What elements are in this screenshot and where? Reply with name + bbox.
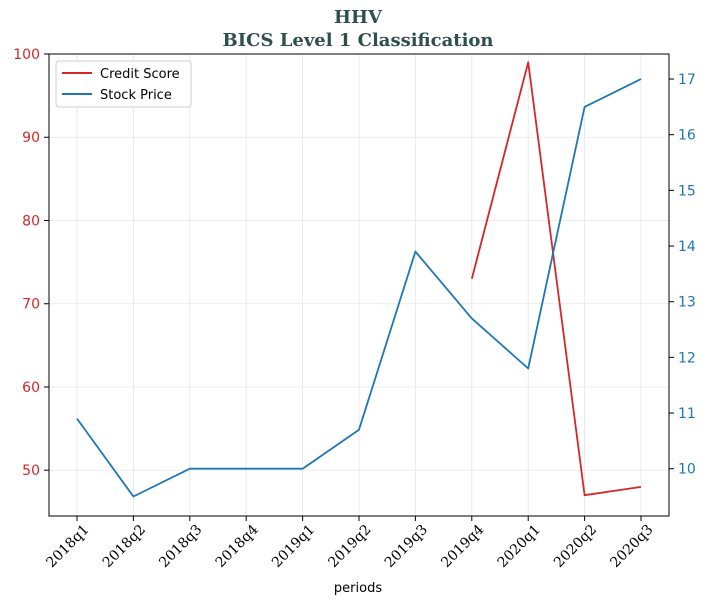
right-tick-label: 10 — [678, 462, 696, 478]
right-axis: 10 11 12 13 14 15 16 17 — [669, 72, 696, 478]
x-tick-label: 2019q1 — [269, 522, 318, 571]
x-tick-label: 2020q2 — [551, 522, 600, 571]
right-tick-label: 13 — [678, 295, 696, 311]
left-tick-label: 50 — [22, 463, 40, 479]
left-tick-label: 80 — [22, 213, 40, 229]
series-layer — [76, 61, 642, 498]
x-tick-label: 2019q3 — [382, 522, 431, 571]
series-line-stock-price — [76, 78, 642, 498]
x-tick-label: 2020q1 — [495, 522, 544, 571]
legend-label-credit-score: Credit Score — [100, 67, 180, 82]
left-tick-label: 100 — [13, 47, 40, 63]
x-tick-label: 2019q2 — [325, 522, 374, 571]
right-tick-label: 15 — [678, 183, 696, 199]
right-tick-label: 17 — [678, 72, 696, 88]
chart-subtitle: BICS Level 1 Classification — [222, 30, 493, 51]
x-axis-label: periods — [334, 581, 382, 596]
right-tick-label: 14 — [678, 239, 696, 255]
grid — [49, 53, 669, 516]
left-axis: 50 60 70 80 90 100 — [13, 47, 49, 479]
x-tick-label: 2020q3 — [607, 522, 656, 571]
legend-label-stock-price: Stock Price — [100, 88, 172, 103]
chart-title: HHV — [334, 7, 383, 28]
left-tick-label: 70 — [22, 297, 40, 313]
left-tick-label: 90 — [22, 130, 40, 146]
right-tick-label: 11 — [678, 406, 696, 422]
x-tick-label: 2019q4 — [438, 522, 487, 571]
legend: Credit Score Stock Price — [55, 60, 192, 108]
series-line-credit-score — [470, 61, 642, 497]
x-tick-label: 2018q3 — [156, 522, 205, 571]
x-tick-label: 2018q4 — [213, 522, 262, 571]
x-tick-label: 2018q1 — [43, 522, 92, 571]
x-tick-label: 2018q2 — [100, 522, 149, 571]
right-tick-label: 12 — [678, 350, 696, 366]
x-axis: 2018q1 2018q2 2018q3 2018q4 2019q1 2019q2 2019… — [43, 516, 657, 571]
right-tick-label: 16 — [678, 128, 696, 144]
left-tick-label: 60 — [22, 380, 40, 396]
